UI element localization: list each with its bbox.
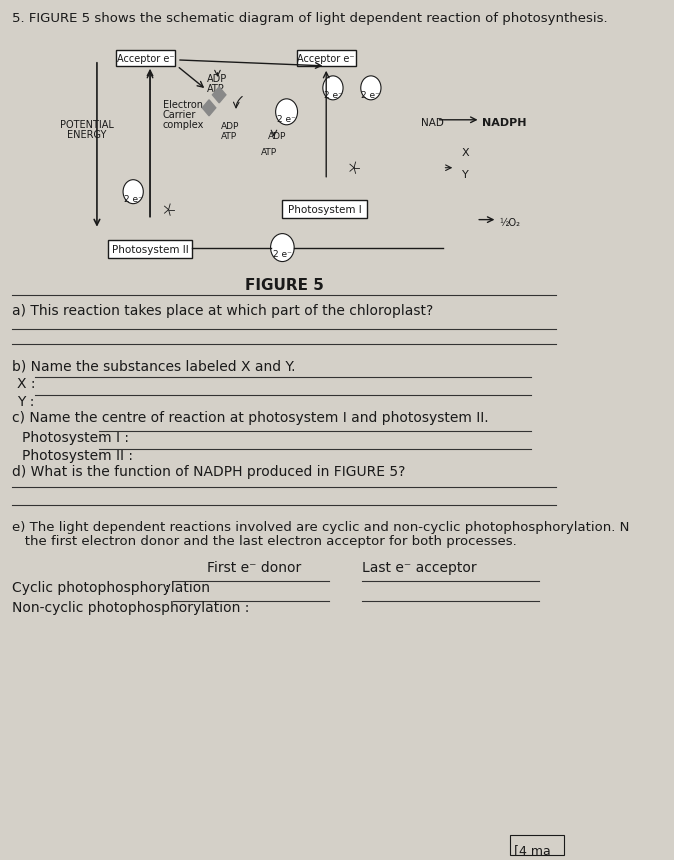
Text: Cyclic photophosphorylation: Cyclic photophosphorylation (12, 581, 210, 595)
Text: X: X (462, 148, 470, 157)
Text: [4 ma: [4 ma (514, 844, 551, 857)
Bar (297, 50, 356, 66)
Polygon shape (212, 87, 226, 103)
Bar (108, 240, 192, 257)
Text: the first electron donor and the last electron acceptor for both processes.: the first electron donor and the last el… (12, 535, 516, 548)
Text: e) The light dependent reactions involved are cyclic and non-cyclic photophospho: e) The light dependent reactions involve… (12, 521, 629, 534)
Text: 5. FIGURE 5 shows the schematic diagram of light dependent reaction of photosynt: 5. FIGURE 5 shows the schematic diagram … (12, 12, 607, 25)
Text: ½O₂: ½O₂ (499, 218, 520, 228)
Text: NADPH: NADPH (482, 118, 526, 128)
Text: POTENTIAL: POTENTIAL (60, 120, 114, 130)
Text: :: : (164, 581, 169, 595)
Text: Y :: Y : (17, 396, 34, 409)
Circle shape (323, 76, 343, 100)
Text: ATP: ATP (262, 148, 278, 157)
Text: ADP: ADP (268, 132, 286, 141)
Circle shape (361, 76, 381, 100)
Bar (282, 200, 367, 218)
Text: NAD: NAD (421, 118, 444, 128)
Text: b) Name the substances labeled X and Y.: b) Name the substances labeled X and Y. (12, 359, 295, 373)
Text: Photosystem I: Photosystem I (288, 205, 361, 215)
Text: d) What is the function of NADPH produced in FIGURE 5?: d) What is the function of NADPH produce… (12, 465, 405, 479)
Text: a) This reaction takes place at which part of the chloroplast?: a) This reaction takes place at which pa… (12, 304, 433, 318)
Circle shape (276, 99, 297, 125)
Text: complex: complex (162, 120, 204, 130)
Text: Acceptor e⁻: Acceptor e⁻ (297, 54, 355, 64)
Text: First e⁻ donor: First e⁻ donor (206, 561, 301, 575)
Text: 2 e⁻: 2 e⁻ (361, 91, 380, 100)
Text: Photosystem II: Photosystem II (112, 244, 189, 255)
Circle shape (123, 180, 144, 204)
Bar (117, 50, 175, 66)
Text: Non-cyclic photophosphorylation :: Non-cyclic photophosphorylation : (12, 601, 249, 615)
Text: 2 e⁻: 2 e⁻ (124, 194, 143, 204)
Text: 2 e⁻: 2 e⁻ (277, 114, 296, 124)
Text: Electron: Electron (162, 100, 203, 110)
Text: ATP: ATP (206, 84, 224, 94)
Text: Y: Y (462, 169, 468, 180)
Text: Photosystem I :: Photosystem I : (22, 431, 129, 445)
Text: 2 e⁻: 2 e⁻ (324, 91, 342, 100)
Bar (510, 834, 564, 855)
Text: Carrier: Carrier (162, 110, 196, 120)
Text: 2 e⁻: 2 e⁻ (273, 249, 292, 259)
Text: ENERGY: ENERGY (67, 130, 106, 140)
Text: ADP: ADP (221, 122, 239, 131)
Text: Acceptor e⁻: Acceptor e⁻ (117, 54, 175, 64)
Text: ATP: ATP (221, 132, 237, 141)
Polygon shape (202, 100, 216, 116)
Text: Photosystem II :: Photosystem II : (22, 449, 133, 464)
Circle shape (270, 234, 294, 261)
Text: X :: X : (17, 378, 35, 391)
Text: Last e⁻ acceptor: Last e⁻ acceptor (363, 561, 477, 575)
Text: FIGURE 5: FIGURE 5 (245, 278, 324, 292)
Text: ADP: ADP (206, 74, 226, 84)
Text: c) Name the centre of reaction at photosystem I and photosystem II.: c) Name the centre of reaction at photos… (12, 411, 489, 426)
